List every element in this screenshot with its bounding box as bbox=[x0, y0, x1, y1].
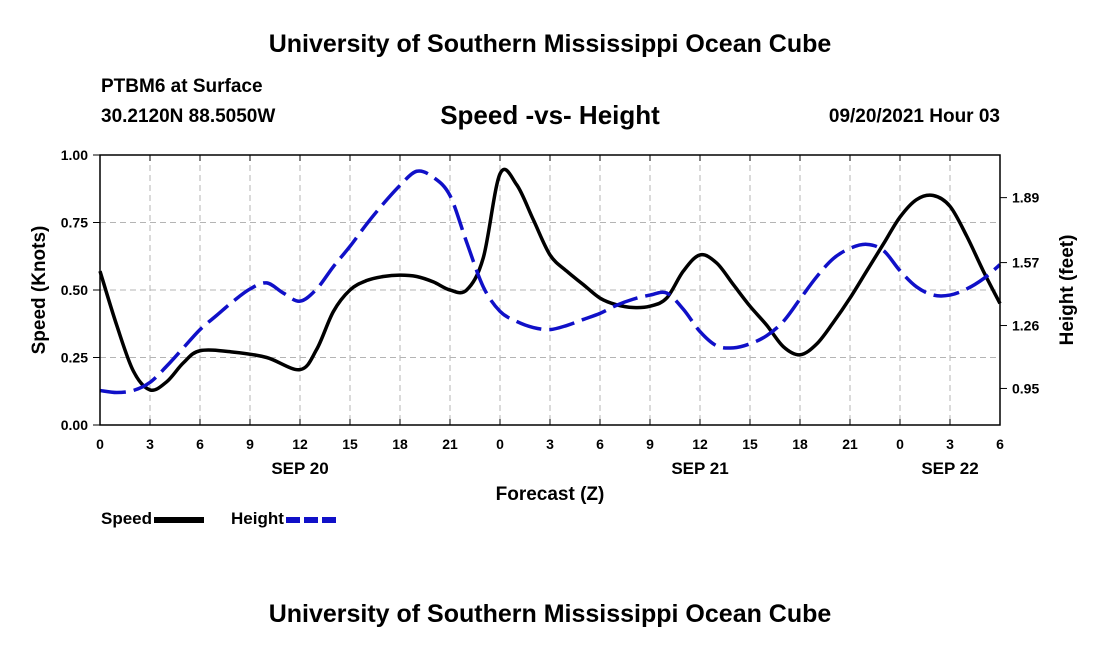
x-tick-label: 21 bbox=[442, 436, 458, 452]
axis-layer: 0 3 6 9 12 15 18 21 0 3 6 9 12 15 18 21 0 3 6 SEP 20 SEP 21 S… bbox=[61, 147, 1040, 478]
forecast-date-label: 09/20/2021 Hour 03 bbox=[828, 106, 1000, 127]
y2-tick-label: 1.26 bbox=[1012, 318, 1039, 334]
legend-height-swatch bbox=[285, 516, 336, 523]
grid-layer bbox=[100, 155, 1000, 425]
x-tick-label: 6 bbox=[196, 436, 204, 452]
y2-tick-label: 1.57 bbox=[1012, 255, 1039, 271]
y2-axis-title: Height (feet) bbox=[1057, 235, 1078, 346]
y-tick-label: 0.75 bbox=[61, 215, 88, 231]
legend-speed: Speed bbox=[101, 509, 206, 529]
x-tick-label: 3 bbox=[546, 436, 554, 452]
y2-tick-label: 1.89 bbox=[1012, 190, 1039, 206]
y-tick-label: 0.50 bbox=[61, 282, 88, 298]
x-tick-label: 21 bbox=[842, 436, 858, 452]
chart-title: Speed -vs- Height bbox=[440, 100, 660, 130]
x-tick-label: 6 bbox=[596, 436, 604, 452]
x-tick-label: 18 bbox=[392, 436, 408, 452]
date-label: SEP 21 bbox=[671, 459, 728, 478]
station-label: PTBM6 at Surface bbox=[101, 76, 263, 97]
legend-height-label: Height bbox=[231, 509, 284, 528]
series-line-height bbox=[99, 169, 1002, 395]
legend-speed-swatch bbox=[154, 516, 205, 523]
legend-speed-label: Speed bbox=[101, 509, 153, 528]
date-label: SEP 20 bbox=[271, 459, 328, 478]
x-tick-label: 12 bbox=[692, 436, 708, 452]
coordinates-label: 30.2120N 88.5050W bbox=[101, 106, 276, 127]
x-axis-title: Forecast (Z) bbox=[496, 484, 605, 505]
y-tick-label: 0.00 bbox=[61, 417, 88, 433]
x-tick-label: 0 bbox=[496, 436, 504, 452]
series-layer bbox=[98, 167, 1002, 395]
x-tick-label: 3 bbox=[946, 436, 954, 452]
x-tick-label: 15 bbox=[742, 436, 758, 452]
top-title: University of Southern Mississippi Ocean… bbox=[268, 30, 832, 58]
y-axis-title: Speed (Knots) bbox=[29, 226, 50, 355]
legend-height: Height bbox=[231, 509, 338, 529]
bottom-title: University of Southern Mississippi Ocean… bbox=[268, 600, 832, 628]
x-tick-label: 6 bbox=[996, 436, 1004, 452]
y-tick-label: 1.00 bbox=[61, 147, 88, 163]
series-line-speed bbox=[98, 167, 1002, 392]
x-tick-label: 18 bbox=[792, 436, 808, 452]
x-tick-label: 3 bbox=[146, 436, 154, 452]
date-label: SEP 22 bbox=[921, 459, 978, 478]
x-tick-label: 15 bbox=[342, 436, 358, 452]
y-tick-label: 0.25 bbox=[61, 350, 88, 366]
x-tick-label: 9 bbox=[646, 436, 654, 452]
x-tick-label: 9 bbox=[246, 436, 254, 452]
x-tick-label: 0 bbox=[96, 436, 104, 452]
x-tick-label: 12 bbox=[292, 436, 308, 452]
y2-tick-label: 0.95 bbox=[1012, 380, 1039, 396]
x-tick-label: 0 bbox=[896, 436, 904, 452]
